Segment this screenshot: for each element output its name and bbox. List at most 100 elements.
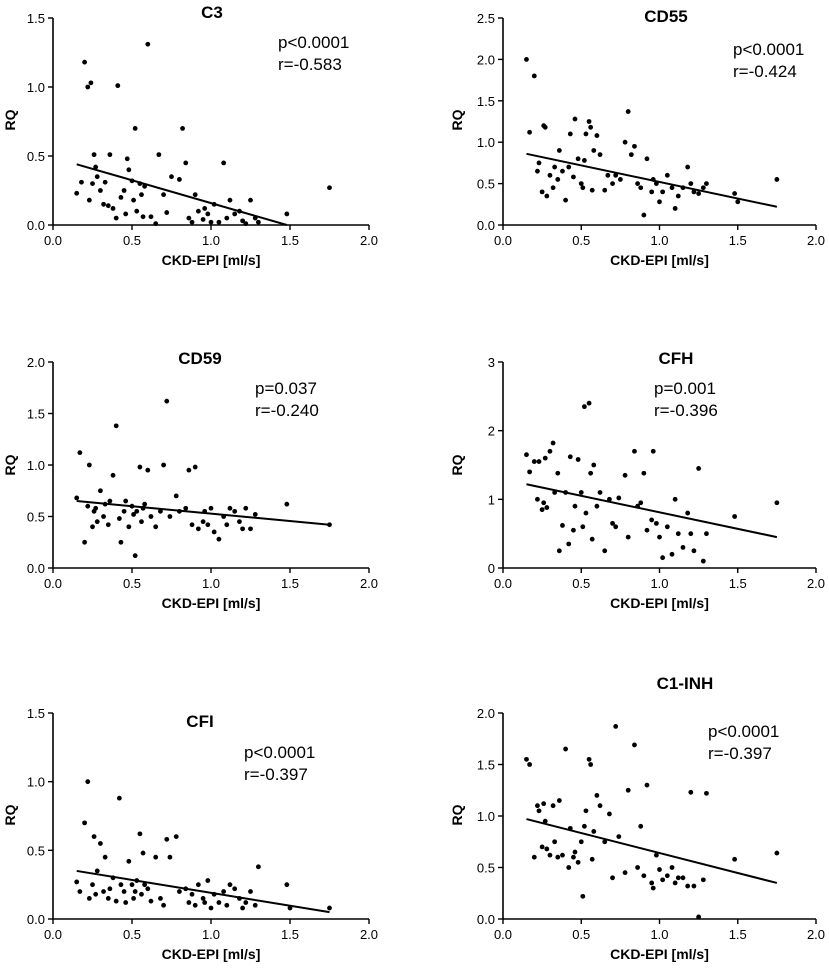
data-point bbox=[118, 882, 124, 888]
data-point bbox=[680, 545, 686, 550]
data-point bbox=[547, 172, 553, 178]
data-point bbox=[145, 41, 151, 47]
data-point bbox=[148, 514, 154, 519]
data-point bbox=[161, 192, 167, 198]
data-point bbox=[195, 208, 201, 214]
data-point bbox=[589, 187, 595, 193]
data-point bbox=[224, 522, 230, 528]
x-tick-label: 2.0 bbox=[807, 576, 825, 591]
data-point bbox=[644, 527, 650, 533]
data-point bbox=[227, 197, 233, 203]
data-point bbox=[691, 548, 697, 554]
x-tick-label: 0.0 bbox=[44, 576, 62, 591]
data-point bbox=[208, 505, 214, 511]
data-point bbox=[74, 190, 80, 196]
data-point bbox=[140, 505, 146, 511]
data-point bbox=[79, 179, 84, 185]
y-tick-label: 1 bbox=[488, 492, 495, 507]
x-tick-label: 1.5 bbox=[281, 927, 299, 942]
data-point bbox=[688, 531, 694, 537]
data-point bbox=[547, 852, 553, 858]
data-point bbox=[542, 818, 548, 824]
data-point bbox=[200, 896, 206, 901]
data-point bbox=[118, 539, 124, 545]
x-tick-label: 0.5 bbox=[572, 927, 590, 942]
data-point bbox=[91, 152, 97, 158]
data-point bbox=[167, 854, 173, 860]
data-point bbox=[205, 522, 211, 528]
data-point bbox=[617, 177, 623, 182]
data-point bbox=[74, 495, 80, 501]
data-point bbox=[691, 883, 697, 889]
data-point bbox=[675, 193, 681, 199]
data-point bbox=[85, 779, 91, 785]
data-point bbox=[657, 867, 662, 872]
data-point bbox=[660, 189, 666, 195]
data-point bbox=[110, 206, 116, 211]
data-point bbox=[542, 124, 548, 130]
data-point bbox=[139, 192, 144, 198]
p-value-label: p<0.0001 bbox=[278, 33, 349, 52]
data-point bbox=[126, 858, 132, 864]
data-point bbox=[536, 459, 542, 464]
x-tick-label: 2.0 bbox=[360, 576, 378, 591]
data-point bbox=[248, 197, 253, 203]
data-point bbox=[90, 181, 95, 187]
data-point bbox=[192, 192, 198, 198]
data-point bbox=[243, 505, 249, 511]
data-point bbox=[256, 864, 261, 870]
data-point bbox=[641, 470, 647, 476]
data-point bbox=[252, 512, 258, 517]
data-point bbox=[552, 839, 558, 845]
chart-title: CFH bbox=[659, 349, 694, 368]
data-point bbox=[134, 508, 140, 514]
data-point bbox=[232, 211, 238, 217]
data-point bbox=[544, 505, 550, 510]
data-point bbox=[635, 503, 640, 509]
y-tick-label: 1.5 bbox=[477, 758, 495, 773]
data-point bbox=[161, 902, 167, 908]
data-point bbox=[252, 215, 258, 221]
x-tick-label: 2.0 bbox=[807, 927, 825, 942]
data-point bbox=[563, 197, 568, 203]
chart-panel-cd55: 0.0 0.5 1.0 1.5 2.0 0.0 0.5 1.0 1.5 2.0 2.5 CKD-EPI… bbox=[449, 7, 825, 268]
data-point bbox=[98, 841, 103, 846]
chart-panel-cfh: 0.0 0.5 1.0 1.5 2.0 0 1 2 3 CKD-EPI [ml/s] RQ CFH p=… bbox=[449, 349, 825, 611]
data-point bbox=[202, 508, 208, 514]
data-point bbox=[556, 798, 562, 803]
data-point bbox=[105, 896, 111, 901]
r-value-label: r=-0.424 bbox=[733, 62, 797, 81]
data-point bbox=[101, 514, 106, 519]
data-point bbox=[610, 875, 615, 881]
regression-line bbox=[76, 163, 288, 226]
regression-line bbox=[526, 483, 778, 539]
x-tick-label: 2.0 bbox=[807, 233, 825, 248]
data-point bbox=[552, 164, 558, 170]
y-tick-label: 2.5 bbox=[477, 11, 495, 26]
data-point bbox=[186, 467, 192, 473]
data-point bbox=[527, 469, 533, 475]
data-point bbox=[685, 883, 691, 889]
y-axis-label: RQ bbox=[449, 454, 465, 475]
data-point bbox=[90, 524, 95, 530]
y-tick-label: 1.0 bbox=[27, 458, 45, 473]
x-tick-label: 0.5 bbox=[123, 576, 141, 591]
chart-title: CD55 bbox=[644, 7, 687, 26]
data-point bbox=[164, 836, 170, 842]
data-point bbox=[578, 839, 584, 845]
data-point bbox=[177, 177, 182, 182]
data-point bbox=[613, 172, 619, 178]
data-point bbox=[586, 400, 592, 406]
x-axis-label: CKD-EPI [ml/s] bbox=[162, 252, 261, 268]
data-point bbox=[137, 181, 143, 187]
data-point bbox=[195, 882, 201, 888]
data-point bbox=[524, 57, 529, 62]
data-point bbox=[77, 889, 83, 894]
data-point bbox=[240, 526, 246, 532]
data-point bbox=[216, 536, 222, 542]
y-tick-label: 0.5 bbox=[27, 843, 45, 858]
data-point bbox=[86, 197, 92, 203]
y-tick-label: 1.0 bbox=[477, 135, 495, 150]
data-point bbox=[616, 495, 622, 501]
data-point bbox=[105, 522, 111, 528]
